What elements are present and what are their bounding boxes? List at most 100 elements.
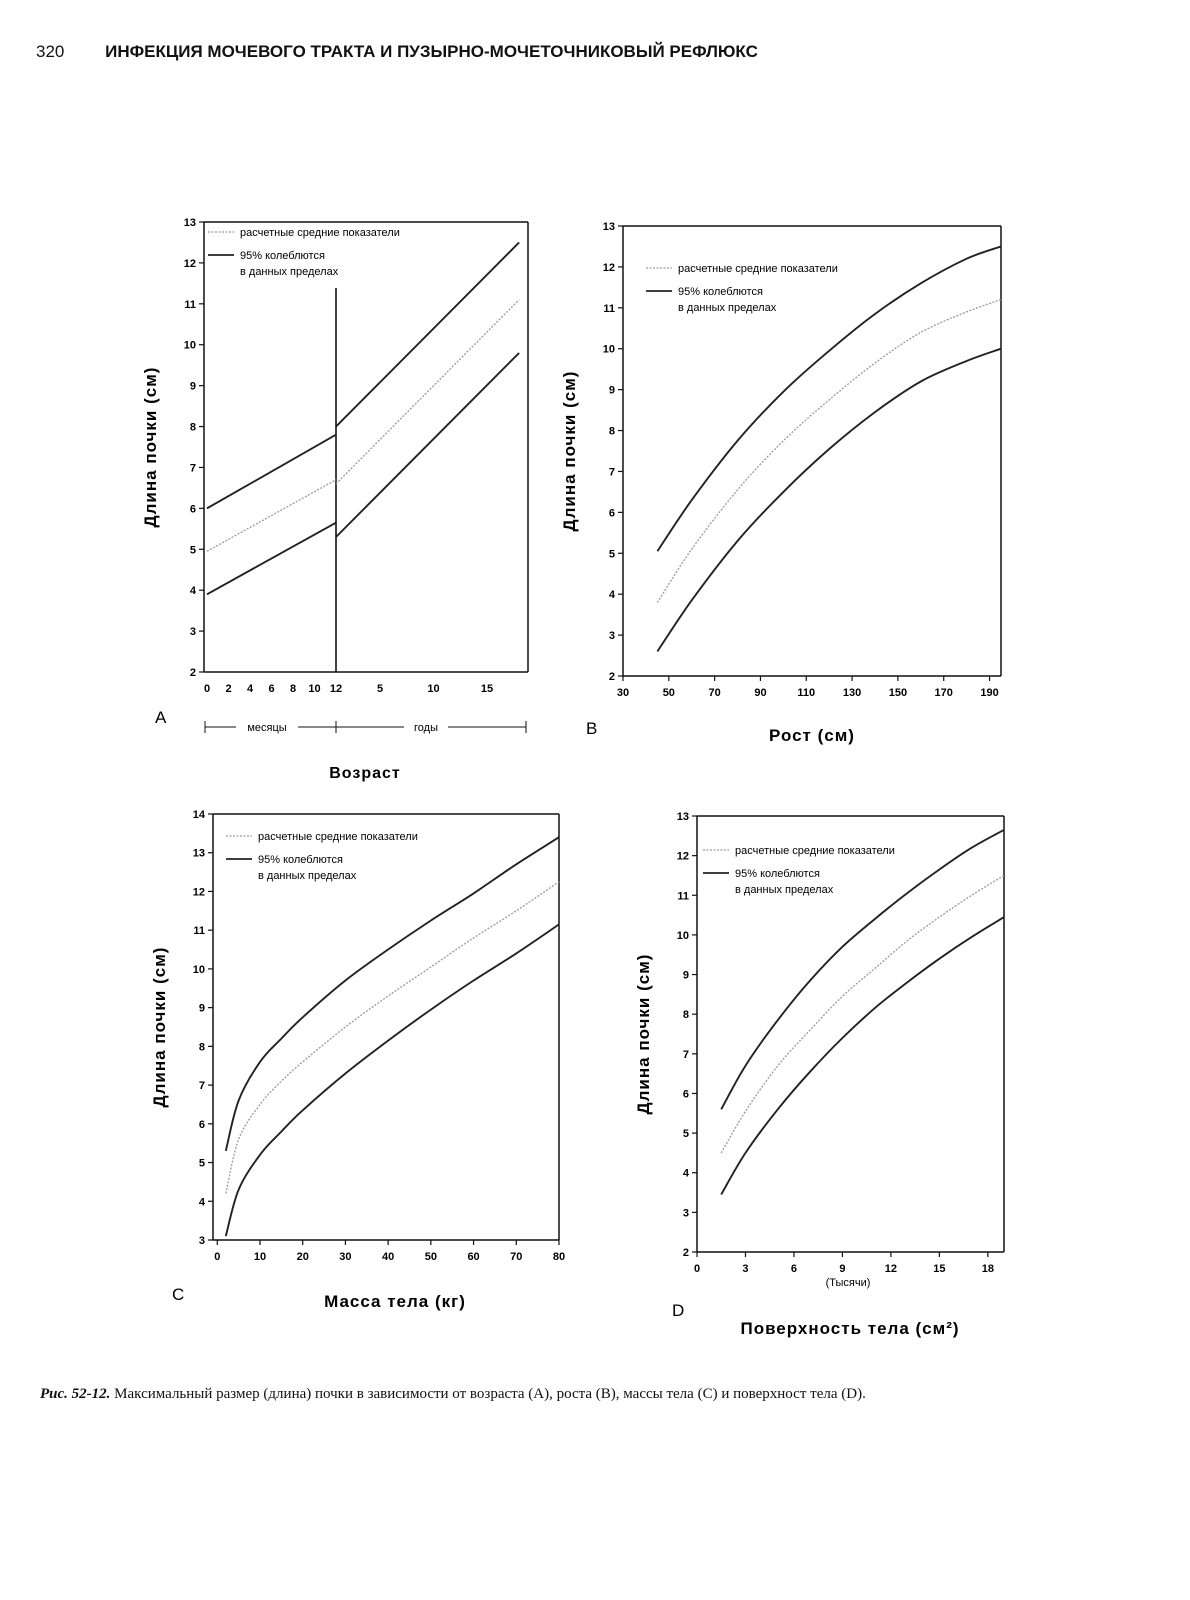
panel-A-y-tick-label: 2 [190, 667, 196, 679]
panel-B-y-tick-label: 10 [603, 344, 615, 356]
panel-C-x-tick-label: 30 [339, 1251, 351, 1263]
panel-A-x-tick-label-month: 2 [225, 683, 231, 695]
panel-D-y-tick-label: 7 [683, 1049, 689, 1061]
panel-A-y-tick-label: 8 [190, 422, 196, 434]
panel-A-legend-band-label-1: 95% колеблются [240, 250, 325, 262]
panel-B-x-tick-label: 110 [797, 687, 815, 699]
page-number: 320 [36, 42, 65, 61]
figure-caption: Рис. 52-12. Максимальный размер (длина) … [40, 1386, 1140, 1403]
panel-A-y-tick-label: 13 [184, 217, 196, 229]
panel-D-x-tick-label: 0 [694, 1263, 700, 1275]
panel-B-x-axis-label: Рост (см) [769, 726, 855, 745]
panel-B-series-lower [656, 347, 1002, 653]
panel-D-y-tick-label: 12 [677, 851, 689, 863]
panel-B-legend-band-label-1: 95% колеблются [678, 286, 763, 298]
panel-A-legend-band-label-2: в данных пределах [240, 266, 339, 278]
panel-C-x-tick-label: 70 [510, 1251, 522, 1263]
panel-D-series-mean [720, 874, 1005, 1154]
panel-A-x-tick-label-year: 5 [377, 683, 383, 695]
panel-C-series-upper [224, 836, 560, 1152]
panel-B-x-tick-label: 190 [980, 687, 998, 699]
panel-B-y-tick-label: 13 [603, 221, 615, 233]
panel-D-x-axis-label: Поверхность тела (см²) [740, 1319, 959, 1338]
panel-D-y-axis-label: Длина почки (см) [634, 954, 653, 1115]
panel-D-series-lower [720, 916, 1005, 1195]
panel-A-x-tick-label-month: 6 [268, 683, 274, 695]
panel-D-legend-mean-label: расчетные средние показатели [735, 845, 895, 857]
panel-A-y-tick-label: 4 [190, 585, 197, 597]
panel-C-legend-band-label-2: в данных пределах [258, 870, 357, 882]
panel-B-x-tick-label: 90 [754, 687, 766, 699]
panel-B-y-tick-label: 7 [609, 466, 615, 478]
panel-A-legend-mean-label: расчетные средние показатели [240, 227, 400, 239]
panel-A-y-tick-label: 7 [190, 462, 196, 474]
panel-C-y-tick-label: 12 [193, 886, 205, 898]
panel-A-x-tick-label-year: 15 [481, 683, 493, 695]
panel-C-x-tick-label: 20 [297, 1251, 309, 1263]
panel-C-x-tick-label: 40 [382, 1251, 394, 1263]
panel-A-y-tick-label: 3 [190, 626, 196, 638]
panel-C-x-tick-label: 0 [214, 1251, 220, 1263]
panel-D-y-tick-label: 10 [677, 930, 689, 942]
panel-D-y-tick-label: 2 [683, 1247, 689, 1259]
panel-D-x-tick-label: 9 [839, 1263, 845, 1275]
panel-A-y-tick-label: 12 [184, 258, 196, 270]
panel-C-y-tick-label: 6 [199, 1119, 205, 1131]
panel-B-series-mean [656, 298, 1002, 603]
panel-A-months-label-bg [236, 719, 298, 733]
panel-A-y-tick-label: 10 [184, 340, 196, 352]
panel-A-months-label: месяцы [247, 722, 286, 734]
panel-B-y-tick-label: 11 [603, 303, 615, 315]
panel-C-x-tick-label: 10 [254, 1251, 266, 1263]
panel-B-y-tick-label: 5 [609, 548, 615, 560]
panel-B-y-tick-label: 2 [609, 671, 615, 683]
panel-B-y-tick-label: 9 [609, 385, 615, 397]
panel-D-x-tick-label: 3 [742, 1263, 748, 1275]
panel-B-y-tick-label: 3 [609, 630, 615, 642]
panel-D-legend-band-label-1: 95% колеблются [735, 868, 820, 880]
panel-A-y-tick-label: 5 [190, 544, 196, 556]
panel-A-y-axis-label: Длина почки (см) [141, 367, 160, 528]
panel-C-y-axis-label: Длина почки (см) [150, 947, 169, 1108]
panel-D-y-tick-label: 4 [683, 1168, 690, 1180]
panel-A-series-lower-months [206, 521, 337, 596]
panel-A-x-tick-label-month: 10 [308, 683, 320, 695]
panel-A-series-upper-months [206, 433, 337, 510]
panel-D-y-tick-label: 5 [683, 1128, 689, 1140]
panel-D-x-tick-label: 15 [933, 1263, 945, 1275]
panel-A-series-mean-months [206, 479, 337, 552]
panel-C-y-tick-label: 3 [199, 1235, 205, 1247]
panel-D-y-tick-label: 6 [683, 1088, 689, 1100]
panel-D-legend-band-label-2: в данных пределах [735, 884, 834, 896]
panel-B-x-tick-label: 50 [663, 687, 675, 699]
panel-A-x-tick-label-month: 4 [247, 683, 254, 695]
panel-C-series-lower [224, 923, 560, 1237]
panel-C-y-tick-label: 13 [193, 848, 205, 860]
panel-D-y-tick-label: 3 [683, 1207, 689, 1219]
panel-A-y-tick-label: 11 [184, 299, 196, 311]
panel-B-y-tick-label: 12 [603, 262, 615, 274]
panel-B-y-axis-label: Длина почки (см) [560, 371, 579, 532]
panel-B-x-tick-label: 130 [843, 687, 861, 699]
panel-C-y-tick-label: 11 [193, 925, 205, 937]
panel-A-x-tick-label-year: 10 [427, 683, 439, 695]
panel-C-x-tick-label: 80 [553, 1251, 565, 1263]
panel-C-x-tick-label: 60 [467, 1251, 479, 1263]
caption-text: Максимальный размер (длина) почки в зави… [110, 1386, 866, 1402]
panel-A-x-axis-label: Возраст [329, 765, 400, 782]
panel-A-years-label: годы [414, 722, 438, 734]
panel-D-y-tick-label: 11 [677, 890, 689, 902]
panel-D-y-tick-label: 8 [683, 1009, 689, 1021]
panel-D-x-tick-label: 18 [982, 1263, 994, 1275]
panel-A-y-tick-label: 9 [190, 381, 196, 393]
panel-A-series-lower-years [335, 352, 520, 538]
panel-A-letter: A [155, 708, 167, 727]
panel-B-x-tick-label: 170 [935, 687, 953, 699]
panel-B-legend-band-label-2: в данных пределах [678, 302, 777, 314]
chapter-title: ИНФЕКЦИЯ МОЧЕВОГО ТРАКТА И ПУЗЫРНО-МОЧЕТ… [105, 42, 758, 61]
panel-D-x-tick-label: 6 [791, 1263, 797, 1275]
panel-C-x-axis-label: Масса тела (кг) [324, 1292, 466, 1311]
panel-A-series-mean-years [335, 299, 520, 485]
panel-D-y-tick-label: 9 [683, 970, 689, 982]
panel-B-series-upper [656, 245, 1002, 552]
